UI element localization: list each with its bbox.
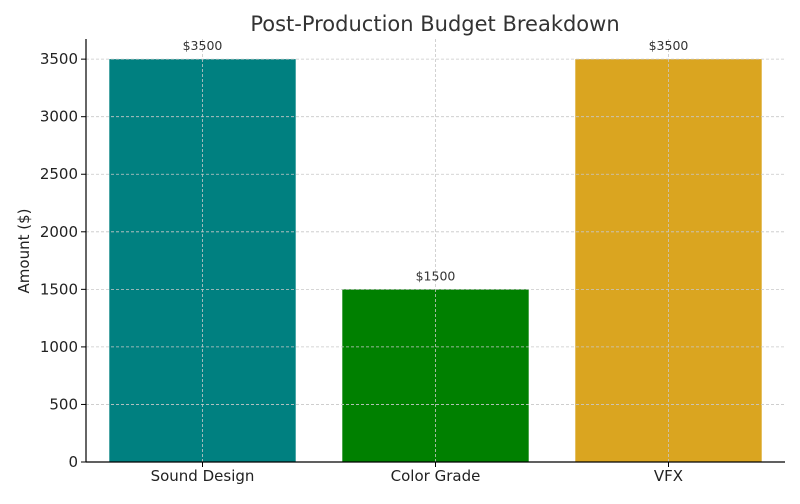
data-labels: $3500 $1500 $3500 [183, 38, 689, 283]
y-tick-label: 1000 [40, 338, 78, 356]
y-tick-label: 3500 [40, 50, 78, 68]
data-label: $1500 [416, 268, 456, 283]
x-tick-label: Sound Design [151, 467, 255, 485]
y-tick-label: 2500 [40, 165, 78, 183]
y-axis-label: Amount ($) [15, 209, 33, 294]
data-label: $3500 [649, 38, 689, 53]
y-tick-label: 500 [49, 395, 78, 413]
x-tick-label: VFX [654, 467, 683, 485]
chart-title: Post-Production Budget Breakdown [250, 12, 619, 36]
y-tick-label: 1500 [40, 280, 78, 298]
gridlines [86, 39, 785, 463]
y-tick-label: 2000 [40, 223, 78, 241]
data-label: $3500 [183, 38, 223, 53]
ticks: 0 500 1000 1500 2000 2500 3000 3500 Sound Design… [40, 50, 683, 485]
y-tick-label: 3000 [40, 108, 78, 126]
x-tick-label: Color Grade [391, 467, 481, 485]
y-tick-label: 0 [68, 453, 78, 471]
